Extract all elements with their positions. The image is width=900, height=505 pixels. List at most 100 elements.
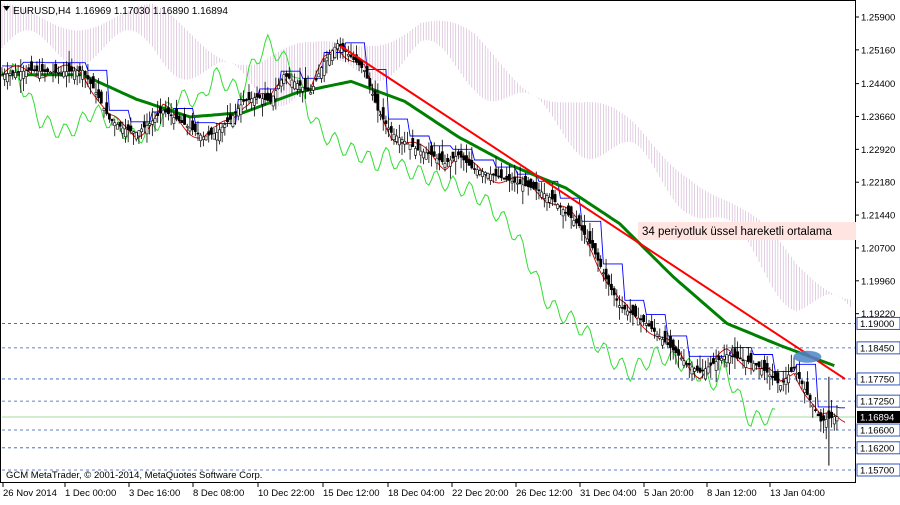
- candle-body: [38, 70, 41, 79]
- candle-body: [765, 362, 769, 373]
- candle-body: [231, 115, 235, 127]
- candle-body: [317, 73, 321, 78]
- candle-body: [148, 123, 152, 126]
- candle-body: [738, 357, 742, 360]
- candle-body: [207, 131, 211, 136]
- time-tick-label: 18 Dec 04:00: [388, 488, 445, 499]
- candle-body: [808, 394, 812, 401]
- candle-body: [107, 113, 111, 120]
- candle-body: [389, 126, 393, 133]
- candle-body: [193, 123, 197, 132]
- candle-body: [105, 102, 109, 115]
- candle-body: [814, 409, 817, 412]
- candle-body: [534, 181, 538, 190]
- candle-body: [744, 360, 748, 368]
- candle-body: [51, 71, 55, 74]
- candle-body: [303, 78, 307, 90]
- candle-body: [134, 132, 138, 140]
- candle-body: [126, 124, 130, 131]
- candle-body: [314, 78, 318, 81]
- time-tick-label: 13 Jan 04:00: [770, 488, 825, 499]
- candle-body: [86, 75, 90, 80]
- candle-body: [414, 148, 417, 156]
- candle-body: [730, 355, 734, 358]
- candle-body: [161, 109, 165, 115]
- candle-body: [301, 86, 305, 92]
- candle-body: [792, 366, 796, 369]
- crossover-marker: [793, 350, 822, 363]
- ohlc-label: 1.16969 1.17030 1.16890 1.16894: [75, 6, 228, 17]
- candle-body: [242, 99, 246, 102]
- price-tick-label: 1.24400: [861, 79, 895, 90]
- symbol-header: EURUSD,H4 1.16969 1.17030 1.16890 1.1689…: [3, 6, 228, 17]
- candle-body: [642, 315, 646, 322]
- candle-body: [763, 359, 766, 371]
- level-price-box: [856, 441, 900, 455]
- candle-body: [239, 104, 243, 115]
- candle-body: [27, 67, 31, 71]
- candle-body: [371, 93, 374, 96]
- candle-body: [712, 358, 715, 364]
- candle-body: [655, 333, 659, 337]
- candle-body: [612, 288, 616, 296]
- candle-body: [502, 177, 506, 180]
- candle-body: [550, 189, 554, 200]
- current-price-box: [857, 410, 900, 423]
- candle-body: [150, 120, 154, 125]
- candle-body: [261, 98, 264, 105]
- ema-annotation: 34 periyotluk üssel hareketli ortalama: [638, 222, 856, 240]
- candle-body: [714, 361, 718, 371]
- candle-body: [158, 106, 162, 114]
- candle-body: [306, 87, 310, 92]
- price-tick-label: 1.22920: [861, 145, 895, 156]
- candle-body: [14, 72, 17, 78]
- candle-body: [346, 54, 350, 57]
- candle-body: [736, 351, 740, 359]
- candle-body: [618, 305, 621, 308]
- candle-body: [615, 298, 619, 301]
- candle-body: [312, 85, 315, 91]
- candle-body: [577, 215, 581, 227]
- candle-body: [73, 70, 76, 80]
- candle-body: [567, 205, 570, 216]
- candle-body: [322, 61, 326, 76]
- candle-body: [295, 83, 299, 90]
- candle-body: [489, 173, 493, 181]
- candle-body: [22, 70, 25, 79]
- candle-body: [263, 93, 267, 100]
- candle-body: [180, 120, 184, 123]
- price-tick-label: 1.19220: [861, 309, 895, 320]
- candle-body: [78, 66, 82, 71]
- candle-body: [830, 411, 833, 418]
- candle-body: [572, 220, 576, 226]
- candle-body: [113, 122, 117, 127]
- candle-body: [462, 155, 466, 161]
- time-tick-label: 31 Dec 04:00: [580, 488, 637, 499]
- candle-body: [553, 194, 557, 203]
- candle-body: [628, 311, 632, 314]
- candle-body: [588, 231, 592, 244]
- candle-body: [40, 64, 44, 72]
- candle-body: [545, 195, 549, 203]
- candle-body: [397, 137, 401, 146]
- candle-body: [569, 206, 573, 219]
- candle-body: [561, 209, 565, 217]
- time-tick-label: 22 Dec 20:00: [452, 488, 509, 499]
- candle-body: [470, 159, 474, 169]
- down-triangle-icon: [3, 6, 10, 11]
- candle-body: [236, 108, 240, 117]
- candle-body: [795, 372, 799, 375]
- candle-body: [422, 151, 425, 159]
- candle-body: [204, 135, 208, 141]
- candle-body: [749, 353, 753, 363]
- candle-body: [607, 275, 611, 285]
- candle-body: [679, 357, 683, 360]
- trendline-layer[interactable]: [339, 45, 846, 380]
- horizontal-levels-layer: [2, 323, 855, 471]
- time-tick-label: 8 Jan 12:00: [707, 488, 757, 499]
- time-axis: 26 Nov 2014 1 Dec 00:00 3 Dec 16:00 8 Dec 0…: [2, 483, 825, 499]
- candle-body: [416, 139, 420, 151]
- candle-body: [392, 133, 396, 141]
